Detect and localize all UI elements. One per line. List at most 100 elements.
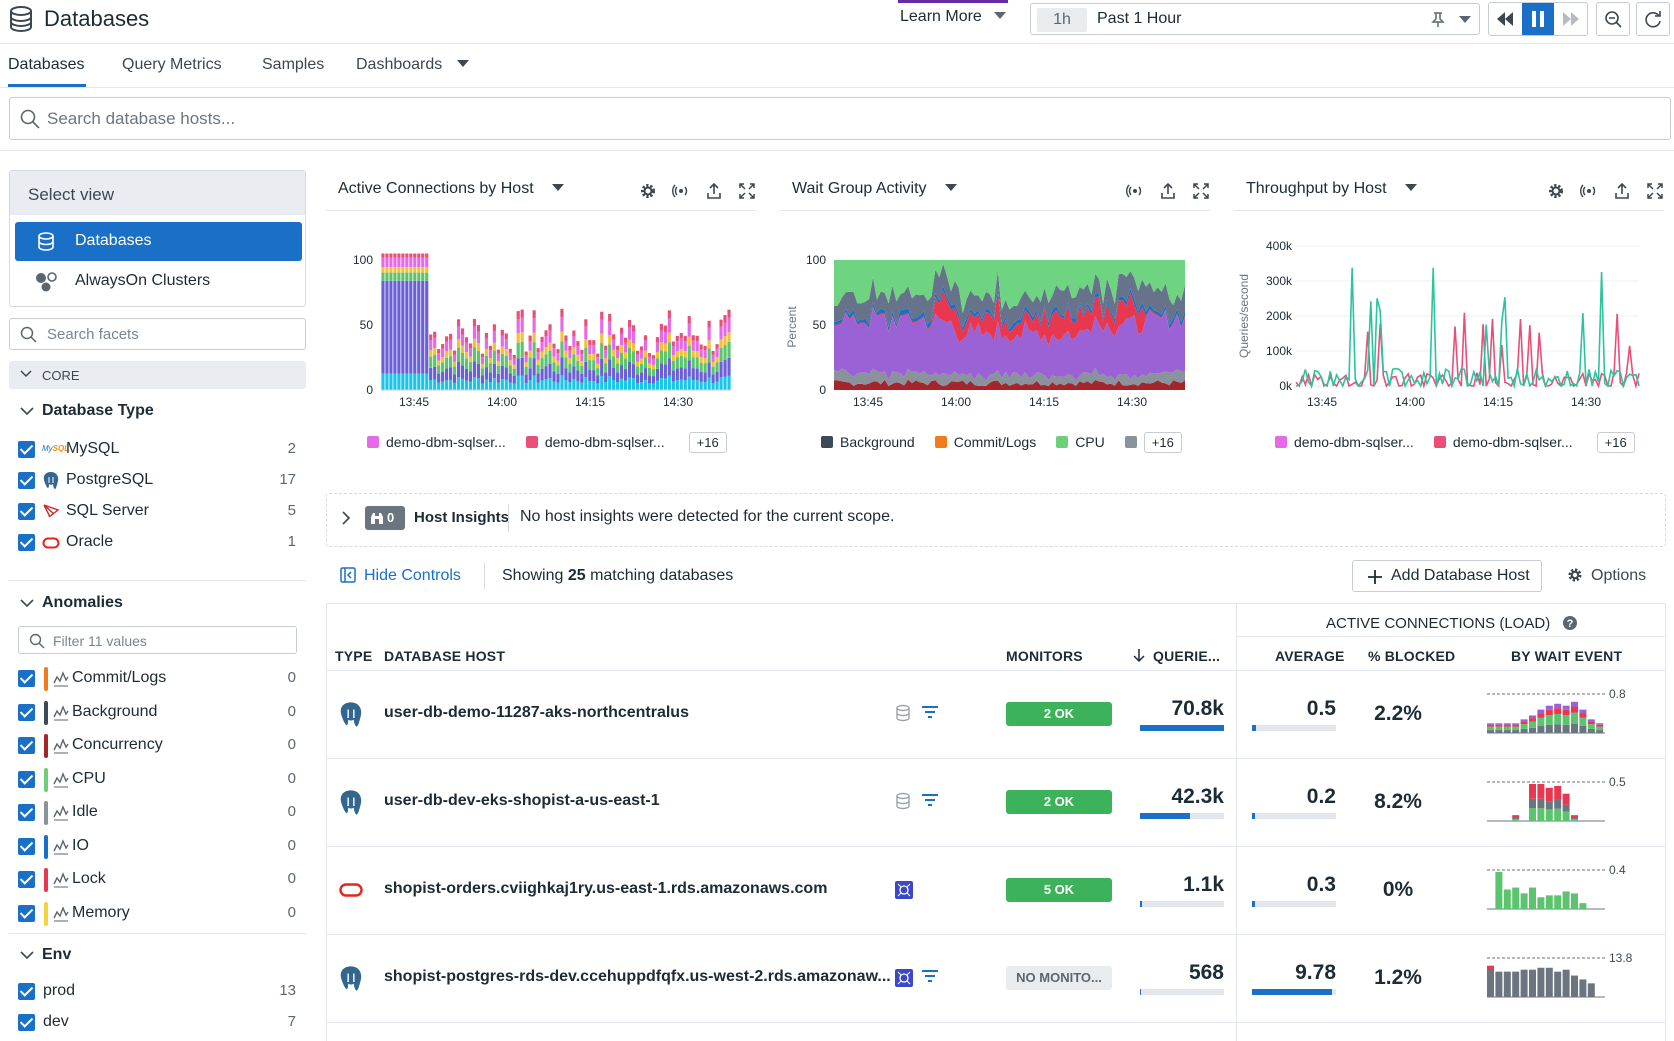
legend-item[interactable]: demo-dbm-sqlser... <box>525 434 665 450</box>
pause-button[interactable] <box>1521 3 1555 35</box>
gear-icon[interactable] <box>639 182 657 200</box>
legend-item[interactable]: Commit/Logs <box>934 434 1036 450</box>
host-insights-bar[interactable]: 0 Host Insights No host insights were de… <box>326 493 1666 547</box>
checkbox[interactable] <box>18 534 35 551</box>
audio-icon[interactable] <box>672 182 690 200</box>
filter-icon[interactable] <box>921 793 939 809</box>
zoom-out-button[interactable] <box>1596 2 1630 36</box>
more-series-button[interactable]: +16 <box>688 432 727 453</box>
legend-item[interactable]: CPU <box>1056 434 1105 450</box>
database-icon[interactable] <box>895 704 911 722</box>
search-input[interactable]: Search database hosts... <box>9 97 1671 140</box>
view-databases[interactable]: Databases <box>15 222 302 261</box>
facet-anomaly-idle[interactable]: Idle 0 <box>18 801 306 825</box>
checkbox[interactable] <box>18 904 35 922</box>
facet-env-dev[interactable]: dev 7 <box>18 1011 306 1035</box>
facet-mysql[interactable]: MySQL MySQL 2 <box>18 438 306 462</box>
chevron-down-icon[interactable] <box>20 404 34 418</box>
tab-query-metrics[interactable]: Query Metrics <box>122 56 222 73</box>
col-average-header[interactable]: AVERAGE <box>1275 648 1345 664</box>
expand-icon[interactable] <box>738 182 756 200</box>
checkbox[interactable] <box>18 441 35 458</box>
pin-icon[interactable] <box>1431 12 1445 28</box>
expand-icon[interactable] <box>1646 182 1664 200</box>
monitors-badge[interactable]: 5 OK <box>1006 878 1112 902</box>
facet-sql-server[interactable]: SQL Server 5 <box>18 500 306 524</box>
database-icon[interactable] <box>895 792 911 810</box>
checkbox[interactable] <box>18 737 35 754</box>
col-wait-event-header[interactable]: BY WAIT EVENT <box>1511 648 1623 664</box>
tab-dashboards[interactable]: Dashboards <box>356 56 469 74</box>
rds-icon[interactable] <box>895 881 913 899</box>
legend-item[interactable]: Background <box>821 434 915 450</box>
facet-anomaly-cpu[interactable]: CPU 0 <box>18 767 306 792</box>
checkbox[interactable] <box>18 703 35 721</box>
checkbox[interactable] <box>18 1014 35 1031</box>
database-host-name[interactable]: shopist-postgres-rds-dev.ccehuppdfqfx.us… <box>384 968 891 985</box>
col-type-header[interactable]: TYPE <box>335 648 373 664</box>
tab-samples[interactable]: Samples <box>262 56 325 73</box>
caret-down-icon[interactable] <box>1459 16 1471 24</box>
export-icon[interactable] <box>705 182 723 200</box>
tab-databases[interactable]: Databases <box>8 56 85 73</box>
help-icon[interactable]: ? <box>1562 615 1578 631</box>
options-button[interactable]: Options <box>1567 567 1646 585</box>
database-host-name[interactable]: shopist-orders.cviighkaj1ry.us-east-1.rd… <box>384 880 828 897</box>
more-series-button[interactable]: +16 <box>1143 432 1182 453</box>
checkbox[interactable] <box>18 503 35 520</box>
database-host-name[interactable]: user-db-dev-eks-shopist-a-us-east-1 <box>384 792 660 809</box>
checkbox[interactable] <box>18 472 35 489</box>
col-host-header[interactable]: DATABASE HOST <box>384 648 506 664</box>
facet-anomaly-concurrency[interactable]: Concurrency 0 <box>18 734 306 758</box>
forward-button[interactable] <box>1554 3 1587 35</box>
refresh-button[interactable] <box>1636 2 1670 36</box>
col-blocked-header[interactable]: % BLOCKED <box>1368 648 1456 664</box>
rewind-button[interactable] <box>1489 3 1522 35</box>
chevron-down-icon[interactable] <box>20 596 34 610</box>
col-monitors-header[interactable]: MONITORS <box>1006 648 1083 664</box>
filter-icon[interactable] <box>921 705 939 721</box>
monitors-badge[interactable]: 2 OK <box>1006 790 1112 814</box>
monitors-badge[interactable]: 2 OK <box>1006 702 1112 726</box>
checkbox[interactable] <box>18 770 35 788</box>
facet-postgresql[interactable]: PostgreSQL 17 <box>18 469 306 493</box>
checkbox[interactable] <box>18 983 35 1000</box>
gear-icon[interactable] <box>1547 182 1565 200</box>
facet-anomaly-memory[interactable]: Memory 0 <box>18 901 306 926</box>
expand-icon[interactable] <box>1192 182 1210 200</box>
audio-icon[interactable] <box>1126 182 1144 200</box>
facet-oracle[interactable]: Oracle 1 <box>18 531 306 555</box>
facet-anomaly-lock[interactable]: Lock 0 <box>18 868 306 892</box>
filter-icon[interactable] <box>921 969 939 985</box>
facet-env-prod[interactable]: prod 13 <box>18 980 306 1004</box>
col-queries-header[interactable]: QUERIE... <box>1133 648 1220 664</box>
panel-title[interactable]: Active Connections by Host <box>338 180 565 198</box>
facet-anomaly-background[interactable]: Background 0 <box>18 700 306 725</box>
audio-icon[interactable] <box>1580 182 1598 200</box>
facet-search-input[interactable]: Search facets <box>9 318 306 350</box>
facet-anomaly-io[interactable]: IO 0 <box>18 834 306 859</box>
export-icon[interactable] <box>1159 182 1177 200</box>
learn-more-button[interactable]: Learn More <box>900 8 1007 26</box>
legend-item[interactable]: demo-dbm-sqlser... <box>1433 434 1573 450</box>
checkbox[interactable] <box>18 670 35 687</box>
more-series-button[interactable]: +16 <box>1596 432 1635 453</box>
export-icon[interactable] <box>1613 182 1631 200</box>
database-host-name[interactable]: user-db-demo-11287-aks-northcentralus <box>384 704 689 721</box>
rds-icon[interactable] <box>895 969 913 987</box>
time-picker[interactable]: 1h Past 1 Hour <box>1030 3 1480 35</box>
monitors-badge[interactable]: NO MONITO... <box>1006 966 1112 990</box>
facet-anomaly-commit-logs[interactable]: Commit/Logs 0 <box>18 667 306 691</box>
panel-title[interactable]: Wait Group Activity <box>792 180 958 198</box>
checkbox[interactable] <box>18 804 35 821</box>
view-alwayson-clusters[interactable]: AlwaysOn Clusters <box>15 262 302 301</box>
hide-controls-button[interactable]: Hide Controls <box>340 567 461 585</box>
checkbox[interactable] <box>18 871 35 888</box>
anomalies-filter-input[interactable]: Filter 11 values <box>18 626 297 654</box>
chevron-down-icon[interactable] <box>20 948 34 962</box>
add-database-host-button[interactable]: Add Database Host <box>1352 560 1542 592</box>
checkbox[interactable] <box>18 837 35 855</box>
chevron-right-icon[interactable] <box>341 511 351 525</box>
core-section-header[interactable]: CORE <box>9 361 306 389</box>
legend-item[interactable]: demo-dbm-sqlser... <box>367 434 506 450</box>
